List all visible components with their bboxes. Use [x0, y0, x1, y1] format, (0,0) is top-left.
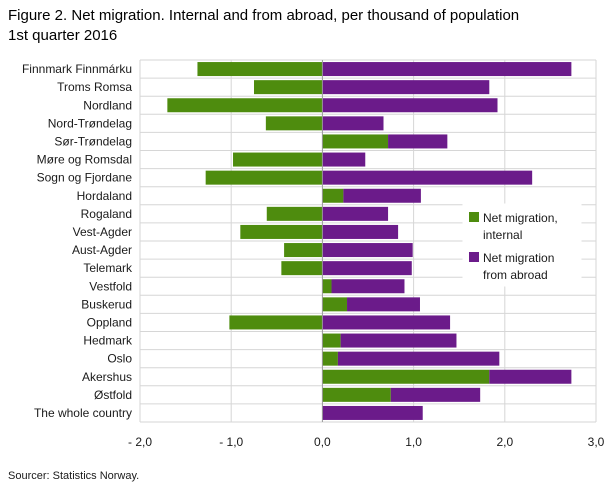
category-label: Aust-Agder: [72, 243, 132, 257]
source-note: Sourcer: Statistics Norway.: [8, 470, 140, 482]
bar-abroad: [388, 134, 448, 149]
category-label: Hedmark: [83, 334, 133, 348]
category-label: Møre og Romsdal: [37, 153, 132, 167]
category-label: Troms Romsa: [57, 80, 132, 94]
category-label: Telemark: [83, 261, 133, 275]
chart-title-line-1: Figure 2. Net migration. Internal and fr…: [8, 7, 520, 24]
bar-abroad: [331, 279, 405, 294]
category-label: Hordaland: [77, 189, 132, 203]
category-label: Akershus: [82, 370, 132, 384]
bar-abroad: [390, 387, 481, 402]
bar-abroad: [322, 98, 498, 113]
bar-internal: [284, 243, 323, 258]
category-label: Nordland: [83, 98, 132, 112]
bar-internal: [229, 315, 323, 330]
category-label: Sør-Trøndelag: [54, 134, 132, 148]
x-tick-label: 2,0: [496, 435, 513, 449]
bar-internal: [322, 351, 338, 366]
bar-internal: [322, 134, 389, 149]
category-label: Buskerud: [81, 297, 132, 311]
bar-abroad: [343, 188, 421, 203]
bar-abroad: [322, 315, 451, 330]
bar-internal: [233, 152, 323, 167]
category-label: Oppland: [87, 315, 132, 329]
legend-swatch: [469, 212, 479, 222]
bar-internal: [167, 98, 323, 113]
x-tick-label: - 1,0: [219, 435, 243, 449]
bar-abroad: [322, 224, 399, 239]
chart-title: Figure 2. Net migration. Internal and fr…: [8, 6, 603, 46]
bar-internal: [322, 188, 344, 203]
legend: Net migration, internal Net migration from …: [462, 203, 582, 287]
x-tick-label: 0,0: [314, 435, 331, 449]
legend-label: from abroad: [483, 268, 548, 282]
legend-label: Net migration,: [483, 211, 558, 225]
category-label: The whole country: [34, 406, 132, 420]
bar-internal: [281, 261, 323, 276]
bar-internal: [322, 369, 490, 384]
category-label: Finnmark Finnmárku: [22, 62, 132, 76]
bar-internal: [322, 387, 391, 402]
category-label: Rogaland: [81, 207, 132, 221]
bar-abroad: [347, 297, 420, 312]
bar-internal: [254, 80, 323, 95]
x-axis-ticks: - 2,0 - 1,0 0,0 1,0 2,0 3,0: [128, 435, 605, 449]
bar-abroad: [322, 170, 533, 185]
category-label: Oslo: [107, 352, 132, 366]
legend-label: Net migration: [483, 251, 554, 265]
bar-abroad: [322, 206, 389, 221]
bar-internal: [266, 206, 323, 221]
chart-title-line-2: 1st quarter 2016: [8, 27, 118, 44]
bar-internal: [205, 170, 323, 185]
bar-abroad: [322, 80, 490, 95]
legend-label: internal: [483, 228, 522, 242]
category-label: Østfold: [94, 388, 132, 402]
bar-abroad: [322, 405, 423, 420]
bar-abroad: [340, 333, 457, 348]
x-tick-label: 1,0: [405, 435, 422, 449]
category-label: Nord-Trøndelag: [48, 116, 132, 130]
category-label: Vestfold: [89, 279, 132, 293]
bar-abroad: [322, 116, 384, 131]
category-labels: Finnmark Finnmárku Troms Romsa Nordland Nor…: [22, 62, 133, 420]
bar-abroad: [322, 243, 413, 258]
category-label: Sogn og Fjordane: [37, 171, 133, 185]
bar-abroad: [489, 369, 572, 384]
bar-abroad: [322, 62, 572, 77]
legend-swatch: [469, 252, 479, 262]
bar-abroad: [322, 261, 412, 276]
bar-internal: [322, 333, 341, 348]
bar-abroad: [322, 152, 366, 167]
x-tick-label: - 2,0: [128, 435, 152, 449]
bar-internal: [322, 297, 348, 312]
category-label: Vest-Agder: [73, 225, 132, 239]
grid-lines: [139, 59, 597, 423]
bar-abroad: [337, 351, 500, 366]
x-tick-label: 3,0: [588, 435, 605, 449]
bars: [167, 62, 572, 420]
bar-internal: [322, 279, 332, 294]
bar-internal: [240, 224, 323, 239]
legend-box: [462, 203, 582, 287]
bar-internal: [265, 116, 323, 131]
bar-internal: [197, 62, 323, 77]
